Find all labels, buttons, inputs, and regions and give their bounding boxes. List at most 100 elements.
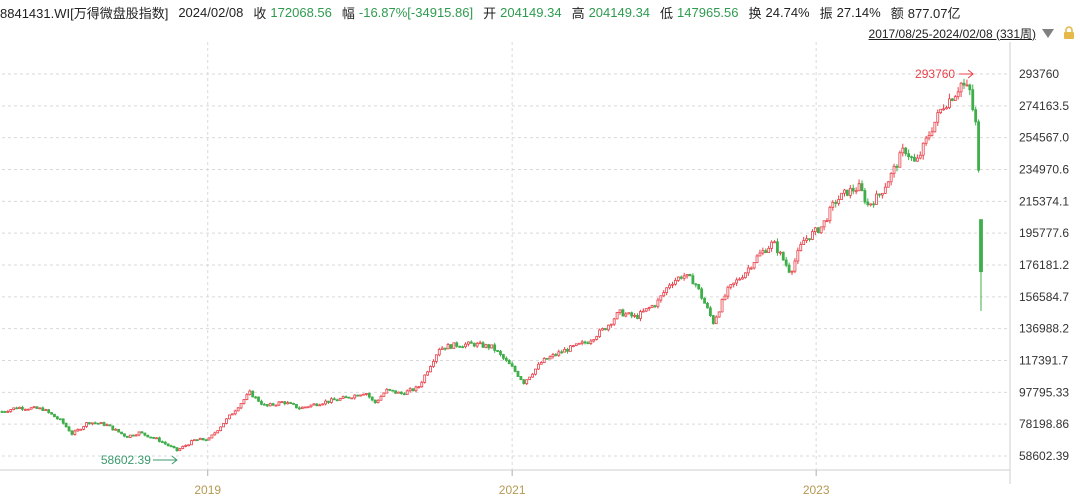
open-value: 204149.34 — [500, 4, 562, 20]
candle-down — [703, 297, 706, 304]
candle-up — [942, 108, 946, 111]
candle-down — [621, 309, 625, 317]
candle-down — [974, 109, 978, 123]
candle-down — [878, 193, 881, 196]
candle-up — [286, 402, 290, 405]
candle-up — [364, 393, 368, 395]
candle-up — [490, 344, 494, 349]
candle-down — [907, 153, 911, 158]
candle-up — [563, 348, 567, 353]
candle-up — [875, 193, 878, 205]
candle-up — [475, 342, 479, 347]
candle-down — [108, 424, 112, 427]
y-tick-label: 136988.2 — [1019, 322, 1069, 336]
low-value: 147965.56 — [677, 4, 739, 20]
candle-up — [300, 406, 304, 410]
candle-down — [292, 402, 295, 405]
candle-up — [312, 403, 316, 406]
candle-down — [499, 350, 502, 355]
candle-down — [67, 426, 71, 432]
candle-down — [388, 388, 392, 391]
range-selector[interactable]: 2017/08/25-2024/02/08 (331周) — [869, 24, 1076, 42]
candle-up — [534, 368, 537, 375]
candle-up — [770, 241, 774, 249]
candle-up — [601, 328, 604, 331]
candle-up — [18, 406, 21, 410]
candle-up — [761, 250, 765, 254]
lock-icon[interactable] — [1062, 26, 1076, 40]
candle-up — [723, 295, 727, 301]
candle-down — [630, 312, 634, 317]
candle-up — [805, 238, 808, 241]
candle-up — [440, 347, 444, 350]
candle-up — [426, 371, 430, 376]
x-tick-label: 2019 — [194, 483, 221, 497]
candle-up — [379, 395, 383, 401]
candle-down — [708, 307, 712, 316]
candle-down — [411, 388, 415, 392]
date-range-text[interactable]: 2017/08/25-2024/02/08 (331周) — [868, 26, 1036, 41]
candle-down — [169, 445, 173, 448]
candle-up — [793, 260, 797, 272]
candle-down — [367, 393, 371, 398]
candle-up — [280, 401, 284, 404]
candle-down — [560, 351, 564, 354]
annotations: 293760 58602.39 — [101, 67, 974, 467]
candle-up — [321, 403, 325, 406]
candle-down — [356, 394, 360, 397]
candle-up — [647, 307, 651, 310]
candle-down — [166, 443, 170, 447]
candle-up — [595, 336, 599, 340]
candle-up — [274, 404, 278, 407]
high-value: 204149.34 — [588, 4, 651, 20]
candle-up — [714, 316, 718, 325]
close-value: 172068.56 — [270, 4, 332, 20]
grid-lines — [0, 42, 1011, 484]
candle-up — [854, 190, 858, 193]
candle-up — [606, 324, 610, 331]
candle-down — [688, 274, 692, 277]
candle-down — [283, 401, 287, 405]
candle-up — [767, 247, 771, 254]
y-tick-label: 234970.6 — [1019, 163, 1069, 177]
candle-up — [662, 292, 666, 297]
candle-up — [735, 279, 739, 284]
candle-up — [303, 406, 307, 409]
candle-down — [846, 189, 849, 196]
candle-down — [64, 422, 68, 428]
triangle-down-icon[interactable] — [1040, 26, 1056, 40]
candle-up — [478, 342, 482, 345]
candle-up — [423, 374, 427, 383]
candle-down — [327, 400, 330, 403]
candle-down — [787, 264, 791, 273]
candle-up — [341, 396, 345, 399]
quote-header: 8841431.WI[万得微盘股指数] 2024/02/08 收 172068.… — [0, 0, 1080, 24]
candle-up — [668, 284, 671, 289]
candle-down — [402, 393, 406, 396]
candle-up — [589, 340, 593, 344]
candle-up — [38, 407, 42, 410]
candle-down — [583, 341, 587, 344]
candle-down — [443, 347, 447, 350]
candle-up — [230, 413, 234, 416]
candle-up — [225, 418, 228, 424]
candle-down — [146, 434, 150, 438]
candle-down — [653, 305, 657, 308]
candle-up — [452, 342, 456, 349]
candle-up — [741, 277, 744, 280]
y-tick-label: 254567.0 — [1019, 131, 1069, 145]
candle-down — [102, 422, 106, 426]
candle-up — [79, 428, 83, 431]
candle-down — [913, 156, 916, 162]
candle-down — [251, 390, 255, 398]
candle-down — [776, 241, 779, 254]
candle-up — [536, 363, 540, 370]
candle-down — [96, 422, 100, 425]
candle-up — [85, 422, 88, 427]
candle-up — [44, 409, 48, 412]
candle-up — [918, 154, 922, 159]
candle-up — [639, 311, 642, 319]
candle-up — [385, 388, 389, 394]
candle-up — [799, 244, 803, 252]
candle-down — [834, 201, 838, 204]
